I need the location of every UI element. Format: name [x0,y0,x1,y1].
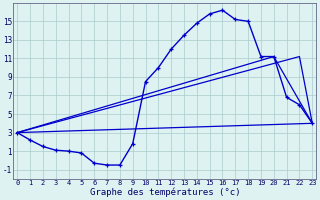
X-axis label: Graphe des températures (°c): Graphe des températures (°c) [90,188,240,197]
